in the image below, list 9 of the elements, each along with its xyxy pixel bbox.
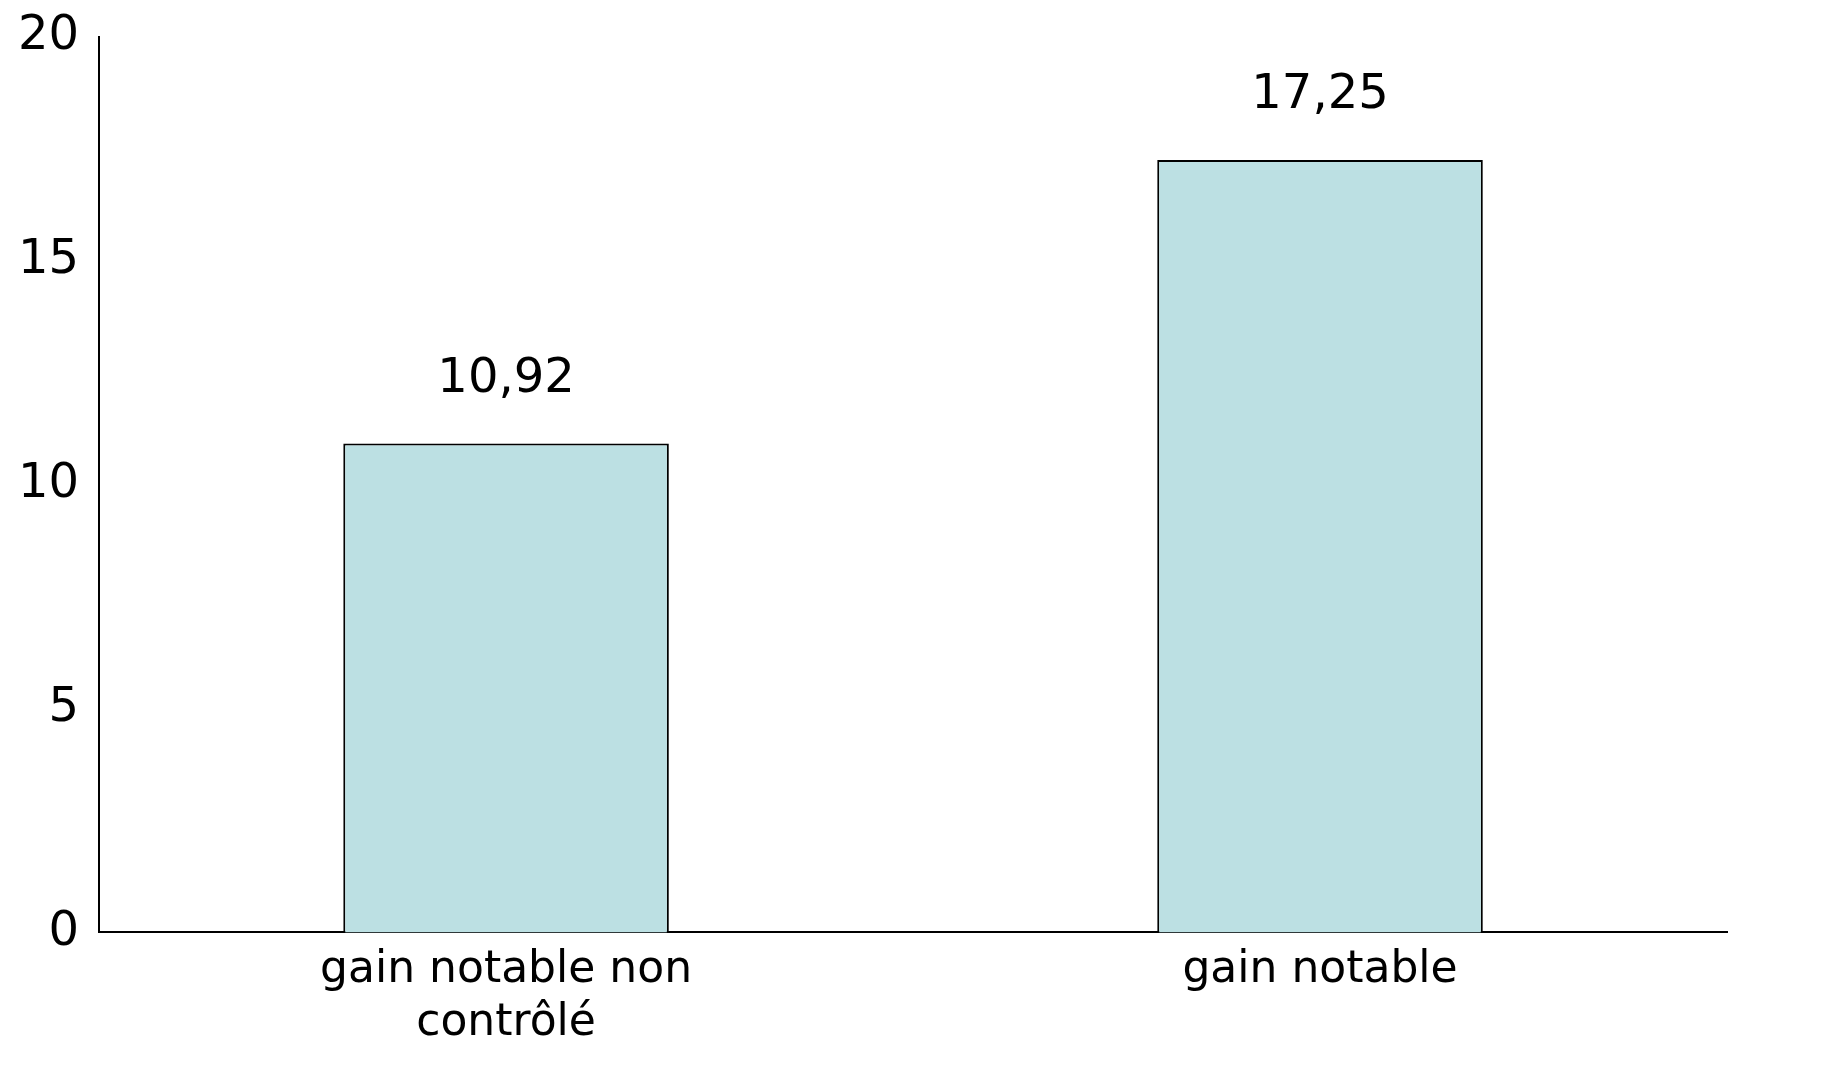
x-tick-label: gain notable non contrôlé: [320, 941, 693, 1046]
y-tick-label: 10: [18, 452, 80, 509]
data-label: 10,92: [437, 346, 575, 403]
y-tick-label: 20: [18, 4, 80, 61]
data-label: 17,25: [1251, 63, 1389, 120]
y-tick-label: 0: [48, 899, 80, 956]
x-tick-label: gain notable: [1182, 941, 1458, 993]
y-tick-label: 5: [48, 675, 80, 732]
y-tick-label: 15: [18, 228, 80, 285]
